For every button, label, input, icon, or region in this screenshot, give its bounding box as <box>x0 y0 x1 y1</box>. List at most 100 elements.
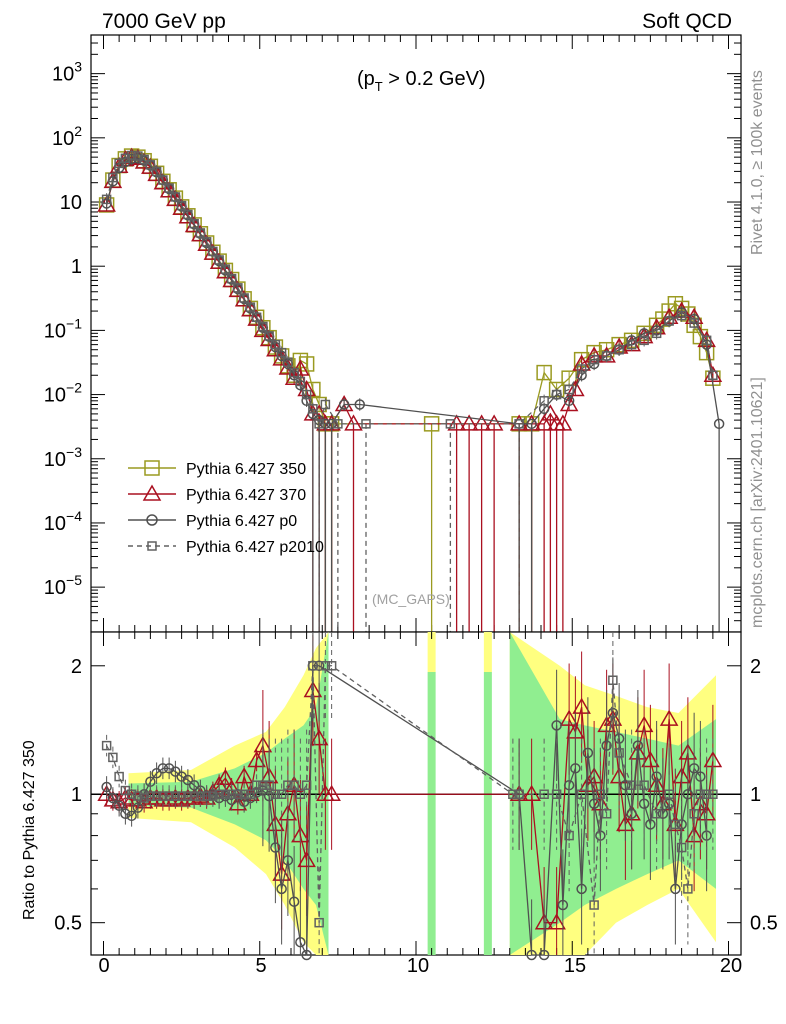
ratio-data-point <box>297 850 316 868</box>
uncertainty-bar-yellow <box>427 632 436 672</box>
data-point <box>589 354 599 365</box>
ratio-data-point <box>588 798 600 809</box>
uncertainty-bar-yellow <box>483 632 492 672</box>
ratio-data-point <box>283 780 293 790</box>
ratio-data-point <box>182 774 194 786</box>
ratio-data-point <box>538 949 550 961</box>
data-point <box>251 312 262 323</box>
ratio-data-point <box>682 788 694 800</box>
ratio-data-point <box>301 780 312 790</box>
ratio-data-point <box>701 789 712 799</box>
ratio-data-point <box>163 763 175 774</box>
ratio-data-point <box>551 720 562 731</box>
ratio-data-point <box>589 900 599 910</box>
ratio-data-point <box>270 789 281 799</box>
ratio-data-point <box>226 789 237 799</box>
data-point <box>539 396 549 406</box>
ratio-data-point <box>228 794 248 811</box>
cut-annotation-tail: > 0.2 GeV) <box>383 68 486 90</box>
data-point <box>164 183 174 193</box>
ratio-data-point <box>659 709 679 726</box>
legend-marker-p0 <box>146 514 158 526</box>
ratio-data-point <box>539 789 549 799</box>
data-point <box>664 316 674 326</box>
legend-marker-p2010 <box>147 541 157 551</box>
x-tick-label-10: 10 <box>407 955 429 977</box>
series-line <box>106 154 714 426</box>
ratio-data-point <box>582 747 594 759</box>
ratio-data-point <box>645 819 656 830</box>
series-line <box>105 157 720 425</box>
ratio-y-tick-label: 1 <box>71 784 82 806</box>
data-point <box>114 158 124 169</box>
data-point <box>676 310 687 321</box>
ratio-data-point <box>595 789 606 799</box>
data-point <box>534 414 554 431</box>
ratio-data-point <box>158 791 168 801</box>
ratio-data-point <box>651 809 662 819</box>
legend-label-370: Pythia 6.427 370 <box>186 487 306 504</box>
legend-marker-370 <box>142 484 162 501</box>
ratio-data-point <box>313 660 325 672</box>
ratio-data-point <box>695 789 706 799</box>
legend-label-p0: Pythia 6.427 p0 <box>186 513 297 530</box>
ratio-data-point <box>295 936 306 948</box>
y-tick-label: 10−4 <box>44 508 82 535</box>
ratio-data-point <box>508 789 518 799</box>
ratio-data-point <box>133 791 143 801</box>
data-point <box>245 302 256 312</box>
uncertainty-bar-green <box>427 672 436 955</box>
data-point <box>226 273 237 284</box>
data-point <box>276 347 287 358</box>
ratio-data-point <box>195 791 206 801</box>
data-point <box>301 395 312 407</box>
data-point <box>176 200 187 211</box>
data-point <box>289 367 299 378</box>
data-point <box>320 399 331 410</box>
data-point <box>447 414 466 431</box>
cut-annotation: (pT > 0.2 GeV) <box>357 68 486 94</box>
ratio-data-point <box>245 789 256 799</box>
ratio-data-point <box>626 808 637 820</box>
data-point <box>484 414 504 431</box>
ratio-data-point <box>276 883 287 895</box>
ratio-series-2 <box>101 632 718 955</box>
data-point <box>201 237 212 247</box>
data-point <box>308 404 318 414</box>
x-tick-label-15: 15 <box>564 955 586 977</box>
data-point <box>126 150 137 161</box>
x-tick-label-0: 0 <box>98 955 109 977</box>
data-point <box>576 364 587 374</box>
data-point <box>551 389 562 400</box>
ratio-data-point <box>326 661 337 671</box>
data-point <box>601 351 612 361</box>
ratio-data-point <box>170 766 181 777</box>
ratio-data-point <box>314 917 324 928</box>
legend-label-350: Pythia 6.427 350 <box>186 461 306 478</box>
ratio-data-point <box>638 798 650 809</box>
data-point <box>472 414 491 431</box>
mcplots-label: mcplots.cern.ch [arXiv:2401.10621] <box>749 377 766 628</box>
legend-marker-350 <box>144 460 160 476</box>
ratio-data-point <box>526 949 537 961</box>
data-point <box>536 364 552 381</box>
ratio-data-point <box>170 791 181 801</box>
data-point <box>614 344 624 355</box>
ratio-data-point <box>514 789 524 799</box>
data-point <box>101 194 112 205</box>
ratio-data-point <box>157 763 169 774</box>
data-point <box>151 166 162 177</box>
ratio-data-point <box>670 819 681 830</box>
ratio-data-point <box>559 709 579 726</box>
ratio-data-point <box>551 789 562 799</box>
ratio-data-point <box>276 789 287 799</box>
ratio-data-point <box>220 789 231 799</box>
ratio-data-point <box>101 781 112 793</box>
ratio-data-point <box>632 740 644 751</box>
ratio-data-point <box>570 763 581 774</box>
ratio-data-point <box>233 789 243 799</box>
ratio-data-point <box>663 798 675 809</box>
data-point <box>361 419 371 429</box>
data-point <box>563 395 575 407</box>
